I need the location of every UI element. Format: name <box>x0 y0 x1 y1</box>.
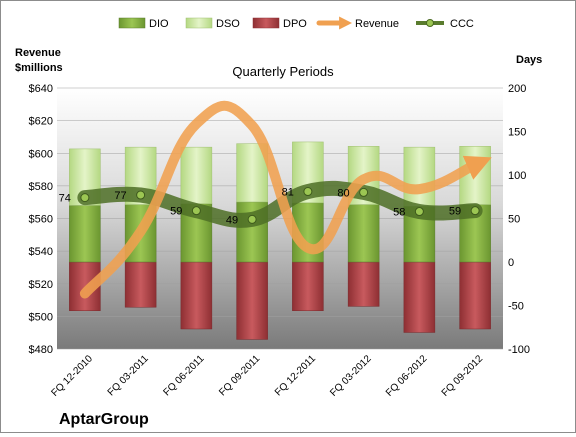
bar-dpo <box>180 261 213 330</box>
company-name: AptarGroup <box>59 411 149 428</box>
category-label: FQ 09-2011 <box>217 353 262 398</box>
category-label: FQ 06-2011 <box>162 353 207 398</box>
ccc-marker <box>191 206 201 216</box>
right-tick-label: 0 <box>508 257 514 269</box>
right-tick-label: -50 <box>508 301 524 313</box>
ccc-data-label: 81 <box>282 187 294 199</box>
bar-dpo <box>124 261 157 308</box>
left-axis-label-line1: Revenue <box>15 47 61 59</box>
category-label: FQ 12-2011 <box>273 353 318 398</box>
right-axis-label: Days <box>516 54 542 66</box>
bar-dio <box>347 204 380 263</box>
left-axis-label-line2: $millions <box>15 62 63 74</box>
legend: DIO DSO DPO Revenue CCC <box>118 16 474 30</box>
left-tick-label: $520 <box>29 279 53 291</box>
left-tick-label: $580 <box>29 181 53 193</box>
ccc-marker <box>470 206 480 216</box>
bar-dso <box>180 146 213 204</box>
left-tick-label: $560 <box>29 214 53 226</box>
ccc-data-label: 74 <box>59 193 71 205</box>
right-tick-label: 200 <box>508 83 526 95</box>
ccc-data-label: 59 <box>170 206 182 218</box>
ccc-marker <box>136 190 146 200</box>
ccc-marker <box>80 193 90 203</box>
ccc-marker <box>359 187 369 197</box>
category-label: FQ 03-2011 <box>106 353 151 398</box>
ccc-data-label: 49 <box>226 214 238 226</box>
left-tick-label: $600 <box>29 148 53 160</box>
category-label: FQ 03-2012 <box>328 353 374 399</box>
bar-dpo <box>459 261 491 330</box>
bar-dso <box>403 146 436 207</box>
left-tick-label: $540 <box>29 246 53 258</box>
ccc-data-label: 58 <box>393 207 405 219</box>
ccc-marker <box>247 214 257 224</box>
bar-dpo <box>347 261 380 307</box>
ccc-data-label: 80 <box>337 187 349 199</box>
legend-label-dio: DIO <box>149 18 169 30</box>
right-tick-label: 100 <box>508 170 526 182</box>
bar-dpo <box>292 261 324 311</box>
left-tick-label: $480 <box>29 344 53 356</box>
left-tick-label: $620 <box>29 116 53 128</box>
legend-marker-ccc <box>426 19 434 27</box>
legend-swatch-dpo <box>252 17 280 29</box>
ccc-data-label: 59 <box>449 206 461 218</box>
right-tick-label: 150 <box>508 127 526 139</box>
bar-dpo <box>403 261 436 333</box>
ccc-marker <box>414 207 424 217</box>
bar-dpo <box>236 261 268 340</box>
legend-label-ccc: CCC <box>450 18 474 30</box>
ccc-data-label: 77 <box>114 190 126 202</box>
ccc-marker <box>303 187 313 197</box>
left-tick-label: $640 <box>29 83 53 95</box>
legend-label-dpo: DPO <box>283 18 307 30</box>
right-tick-label: -100 <box>508 344 530 356</box>
category-label: FQ 12-2010 <box>49 353 95 399</box>
legend-label-revenue: Revenue <box>355 18 399 30</box>
line-layer <box>77 100 492 299</box>
legend-swatch-dso <box>185 17 213 29</box>
legend-swatch-dio <box>118 17 146 29</box>
bar-dio <box>69 205 101 263</box>
right-tick-label: 50 <box>508 214 520 226</box>
category-label: FQ 09-2012 <box>440 353 486 399</box>
chart-title: Quarterly Periods <box>232 64 334 79</box>
legend-label-dso: DSO <box>216 18 240 30</box>
left-tick-label: $500 <box>29 311 53 323</box>
category-label: FQ 06-2012 <box>384 353 430 399</box>
revenue-line <box>79 100 492 299</box>
